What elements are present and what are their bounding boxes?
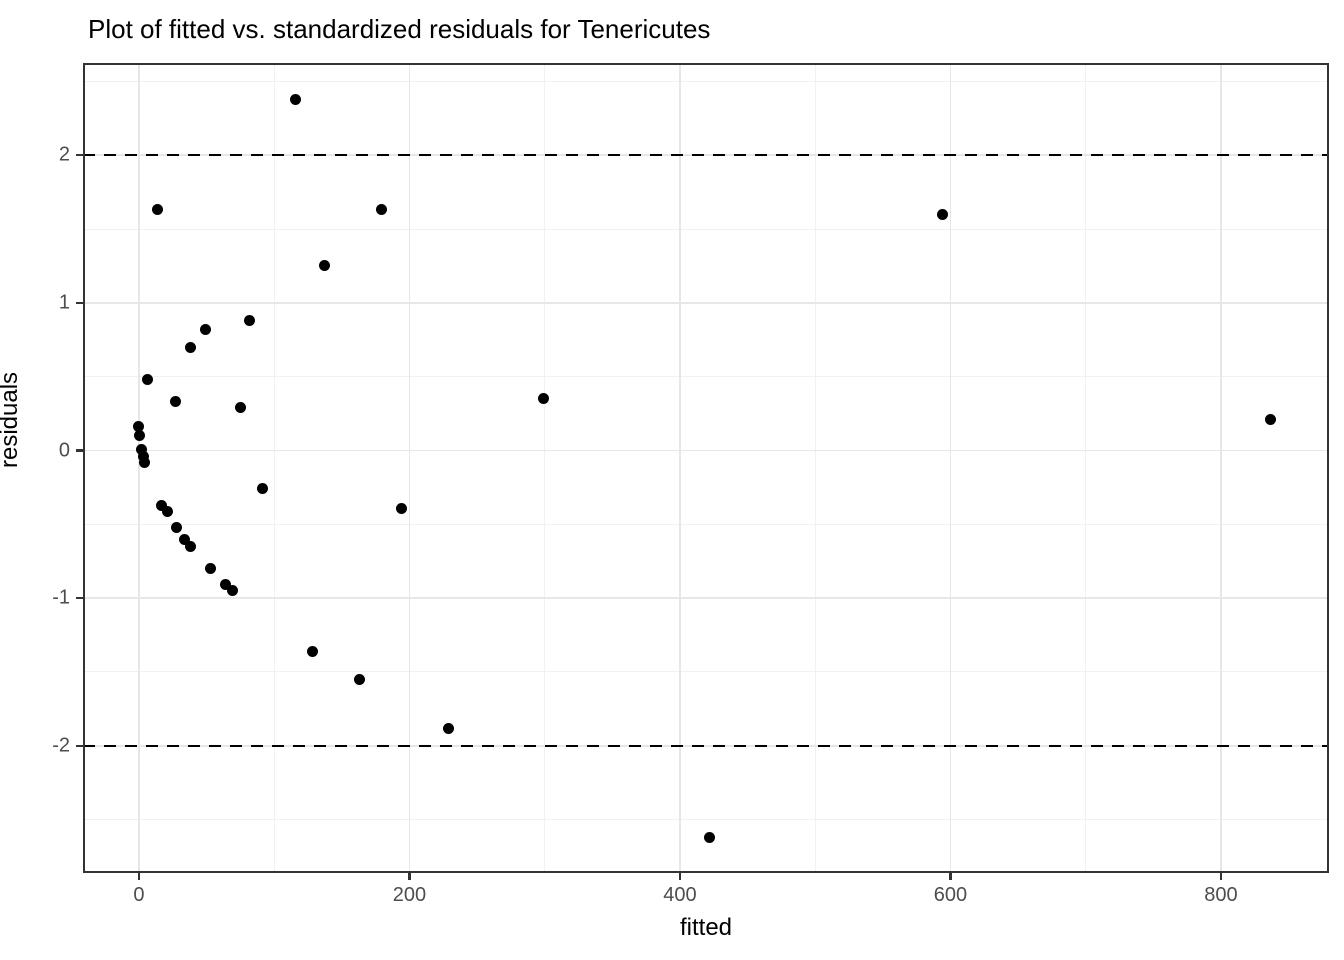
gridline-minor-y — [83, 228, 1329, 230]
panel-border — [83, 63, 1329, 873]
gridline-major-x — [679, 63, 681, 873]
x-tick-label: 0 — [133, 884, 145, 906]
data-point — [537, 393, 549, 405]
data-point — [234, 402, 246, 414]
gridline-major-x — [949, 63, 952, 873]
data-point — [290, 93, 302, 105]
data-point — [306, 645, 318, 657]
data-point — [184, 341, 196, 353]
data-point — [353, 673, 365, 685]
data-point — [226, 585, 238, 597]
y-axis-label: residuals — [0, 371, 23, 468]
gridline-minor-y — [83, 819, 1329, 821]
x-tick-mark — [1219, 873, 1223, 880]
data-point — [395, 502, 407, 514]
chart-title: Plot of fitted vs. standardized residual… — [88, 14, 711, 44]
x-tick-label: 200 — [392, 884, 427, 906]
gridline-minor-y — [83, 523, 1329, 525]
x-axis-label: fitted — [679, 914, 733, 941]
y-tick-mark — [76, 744, 83, 747]
x-tick-mark — [137, 873, 141, 880]
data-point — [375, 204, 387, 216]
y-tick-label: 1 — [58, 291, 70, 314]
data-point — [179, 533, 191, 545]
data-point — [171, 521, 183, 533]
y-tick-mark — [76, 597, 83, 600]
data-point — [318, 260, 330, 272]
y-tick-mark — [76, 449, 83, 452]
data-point — [936, 208, 948, 220]
x-tick-label: 600 — [933, 884, 968, 906]
data-point — [220, 579, 232, 591]
y-tick-label: 0 — [58, 439, 70, 461]
gridline-minor-x — [1085, 63, 1087, 873]
gridline-major-x — [408, 63, 411, 873]
data-point — [133, 421, 145, 433]
data-point — [205, 563, 217, 575]
y-tick-label: -1 — [52, 586, 70, 609]
y-tick-mark — [76, 301, 83, 304]
plot-panel — [83, 63, 1329, 873]
gridline-minor-x — [273, 63, 275, 873]
data-point — [138, 456, 150, 468]
y-tick-label: 2 — [58, 143, 70, 166]
gridline-minor-y — [83, 80, 1329, 82]
gridline-major-y — [83, 597, 1329, 599]
x-tick-label: 800 — [1204, 884, 1238, 906]
data-point — [1265, 414, 1277, 425]
gridline-major-y — [83, 449, 1329, 452]
data-point — [134, 430, 146, 442]
x-tick-mark — [678, 873, 682, 880]
reference-dashed-line — [83, 154, 1329, 157]
data-point — [244, 315, 256, 327]
data-point — [152, 204, 164, 216]
data-point — [199, 323, 211, 335]
data-point — [184, 540, 196, 552]
data-point — [161, 505, 173, 517]
y-tick-label: -2 — [52, 734, 70, 757]
data-point — [256, 483, 268, 495]
gridline-major-x — [1220, 63, 1222, 873]
gridline-major-y — [83, 302, 1329, 304]
gridline-major-x — [138, 63, 140, 873]
x-tick-mark — [408, 873, 411, 880]
data-point — [141, 374, 153, 386]
reference-dashed-line — [83, 744, 1329, 747]
x-tick-mark — [949, 873, 952, 880]
gridline-minor-y — [83, 671, 1329, 673]
data-point — [704, 831, 716, 843]
data-point — [156, 499, 168, 511]
data-point — [443, 722, 455, 734]
data-point — [137, 450, 149, 462]
gridline-minor-y — [83, 376, 1329, 378]
gridline-minor-x — [814, 63, 816, 873]
y-tick-mark — [76, 154, 83, 157]
data-point — [136, 443, 148, 455]
gridline-minor-x — [544, 63, 546, 873]
x-tick-label: 400 — [663, 884, 697, 906]
data-point — [170, 396, 181, 408]
